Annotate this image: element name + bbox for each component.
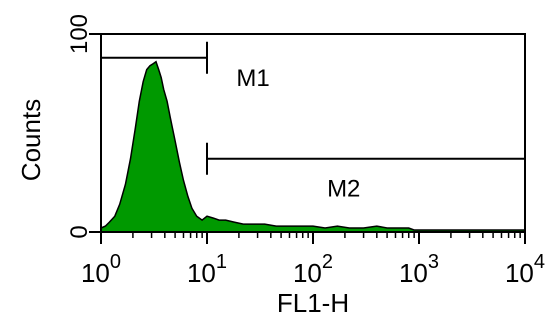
y-axis: 0 100 [66,14,101,239]
x-tick-label-1: 101 [187,251,227,288]
y-axis-label: Counts [16,99,46,181]
x-tick-label-4: 104 [505,251,545,288]
x-tick-label-0: 100 [81,251,121,288]
y-tick-label-0: 0 [66,225,93,238]
histogram-area-0 [100,60,526,233]
x-tick-label-3: 103 [399,251,439,288]
plot-area [100,60,526,233]
x-axis-label: FL1-H [277,288,349,318]
marker-gates: M1 M2 [100,41,526,203]
marker-m2-label: M2 [327,176,360,203]
marker-m1-label: M1 [236,65,269,92]
x-axis: 100 101 102 103 104 [81,232,545,288]
y-tick-label-1: 100 [66,14,93,54]
x-tick-label-2: 102 [293,251,333,288]
